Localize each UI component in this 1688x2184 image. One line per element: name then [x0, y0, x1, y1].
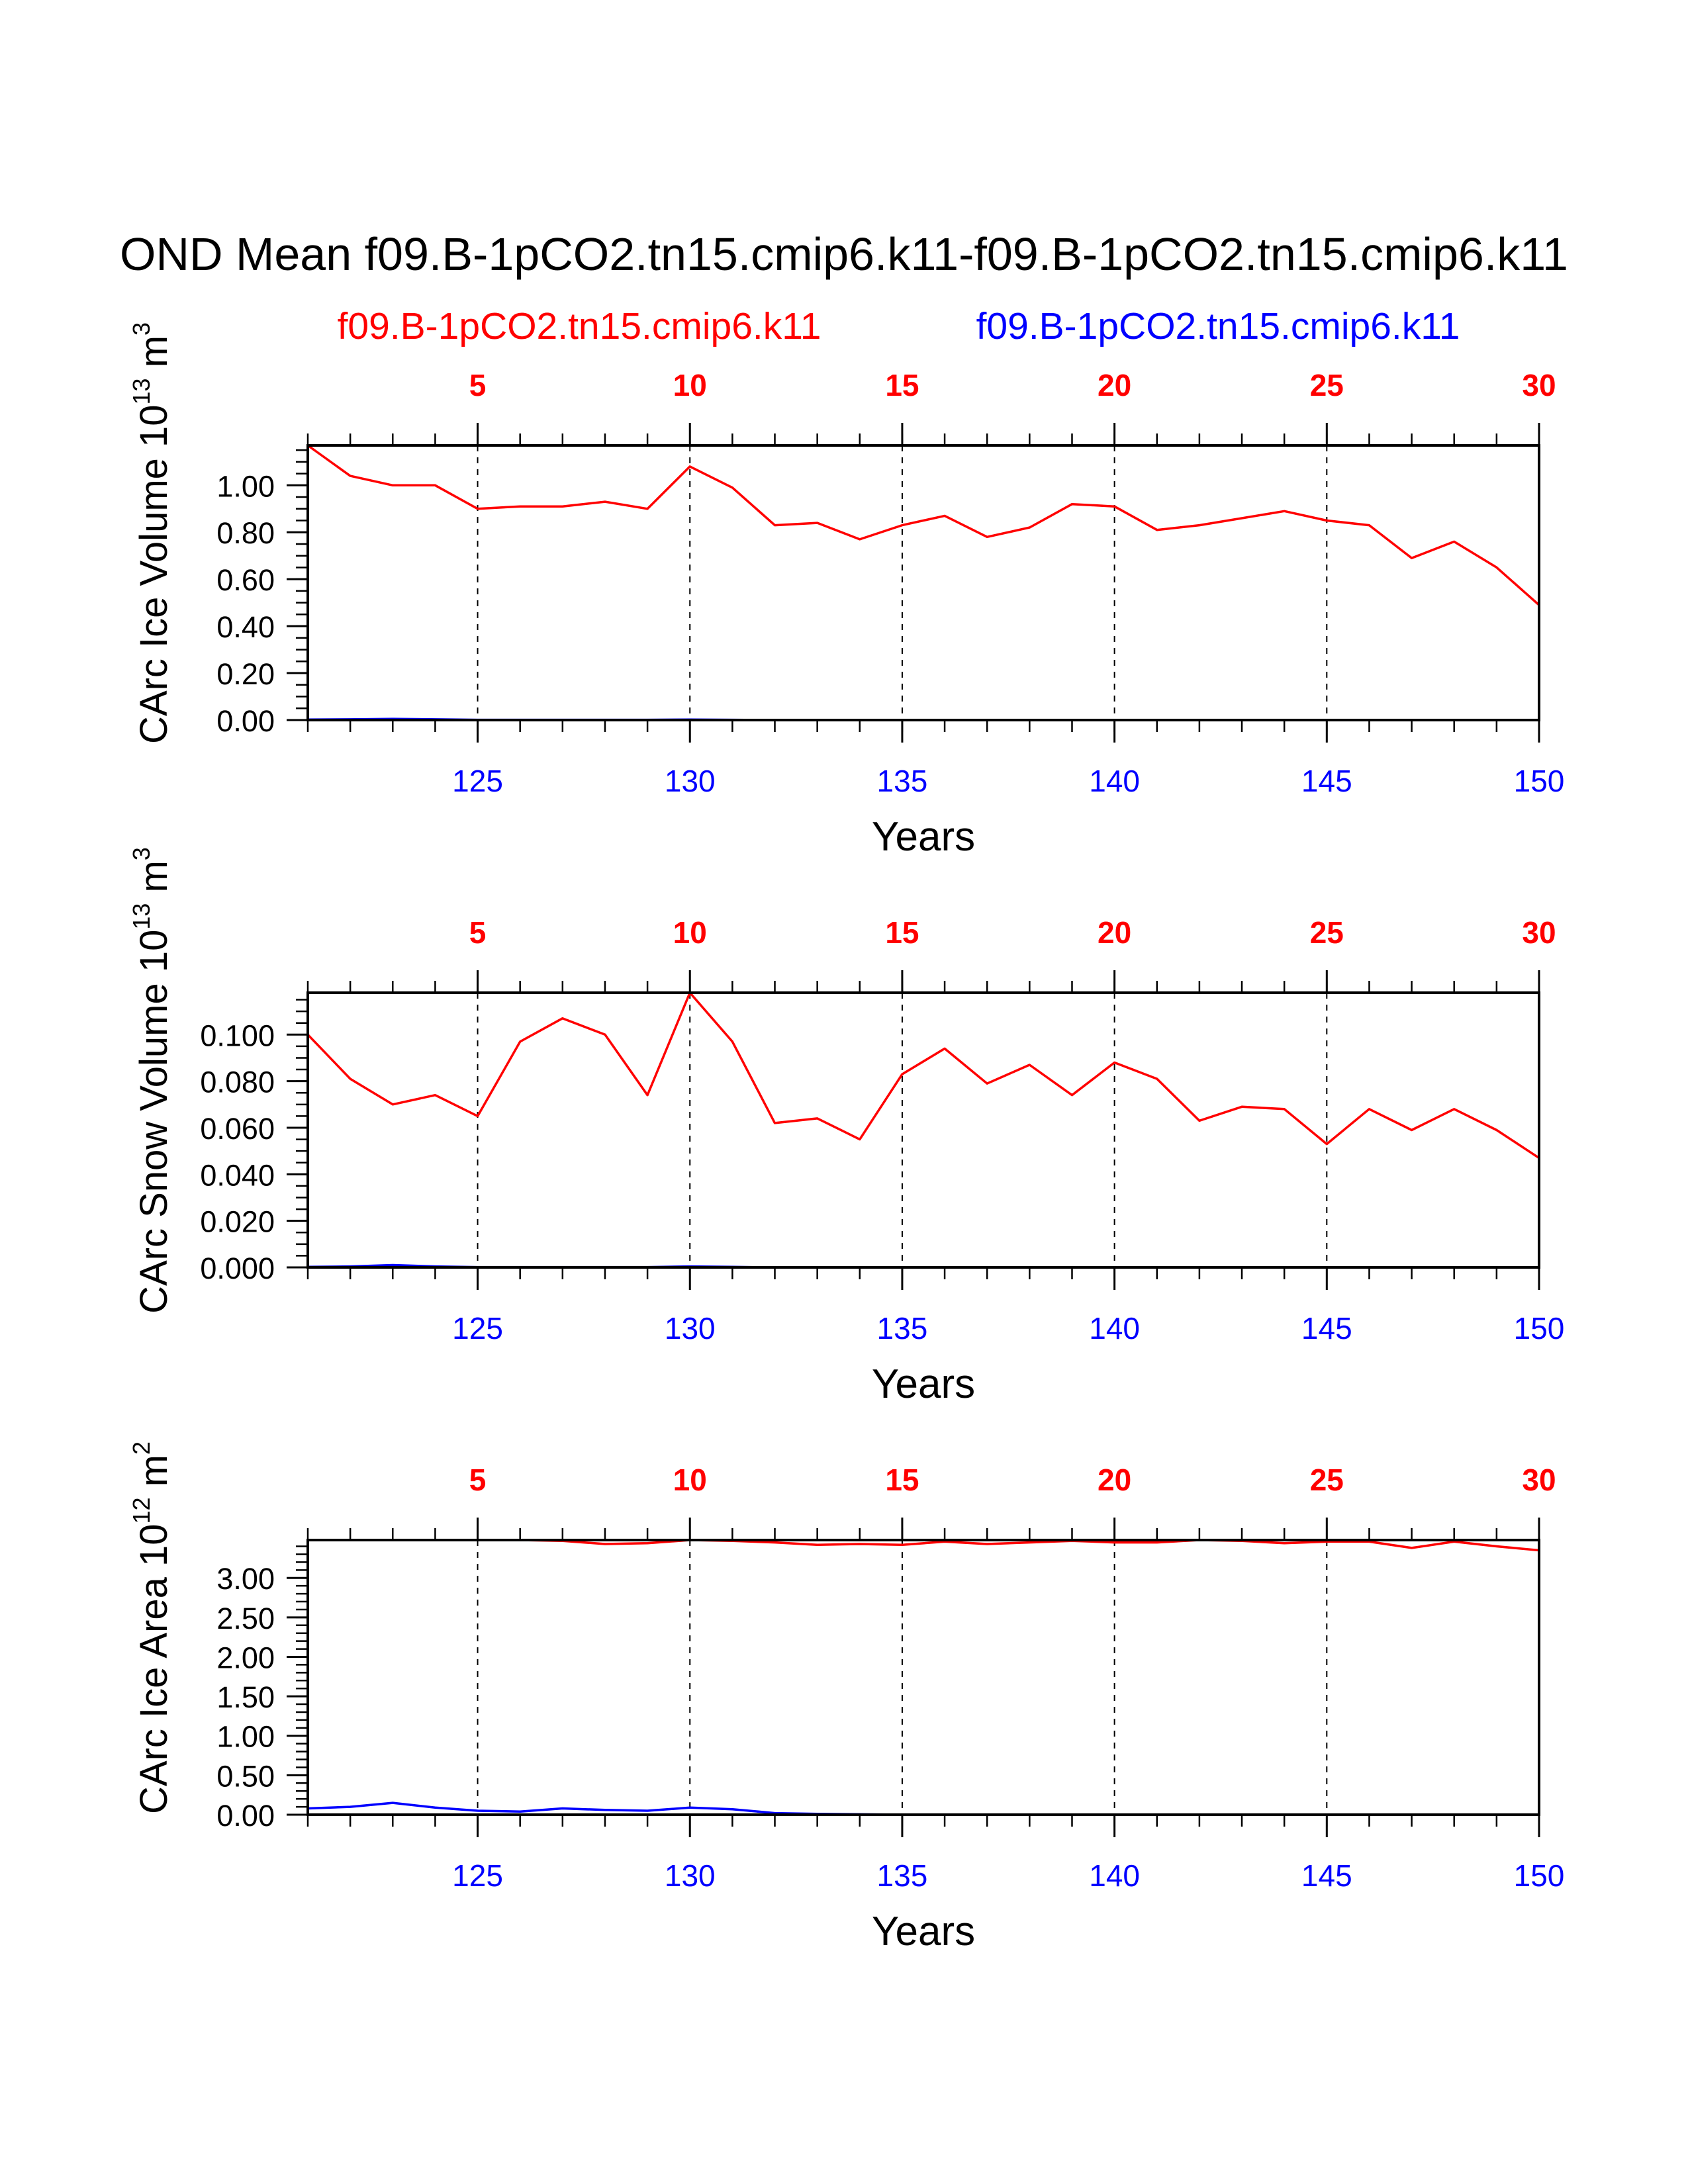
x-tick-label-bottom: 140	[1089, 1311, 1140, 1345]
x-tick-label-bottom: 125	[452, 1858, 503, 1893]
y-tick-label: 0.80	[216, 516, 275, 550]
legend-case2: f09.B-1pCO2.tn15.cmip6.k11	[976, 305, 1460, 347]
y-axis-title-ylabel-main: CArc Ice Volume 10	[132, 404, 175, 744]
y-tick-label: 0.000	[200, 1251, 275, 1285]
y-tick-label: 0.00	[216, 1799, 275, 1833]
x-tick-label-bottom: 140	[1089, 1858, 1140, 1893]
y-tick-label: 3.00	[216, 1562, 275, 1596]
y-axis-title-ylabel-unit-exp: 3	[128, 847, 155, 860]
plot-frame	[306, 444, 1540, 721]
y-axis-title-ylabel-exp: 12	[128, 1497, 155, 1524]
x-tick-label-top: 5	[469, 915, 487, 950]
x-tick-label-top: 10	[673, 915, 707, 950]
y-tick-label: 1.50	[216, 1680, 275, 1714]
y-axis-title-ylabel-main: CArc Snow Volume 10	[132, 930, 175, 1314]
y-axis-title: CArc Ice Volume 1013 m3	[128, 322, 175, 744]
x-tick-label-top: 25	[1310, 1463, 1344, 1497]
y-axis-title-ylabel-main: CArc Ice Area 10	[132, 1524, 175, 1814]
y-tick-label: 2.00	[216, 1641, 275, 1674]
y-tick-label: 0.00	[216, 704, 275, 738]
y-tick-label: 0.060	[200, 1112, 275, 1146]
y-tick-label: 0.50	[216, 1759, 275, 1793]
x-tick-label-bottom: 135	[877, 764, 928, 798]
x-tick-label-top: 5	[469, 1463, 487, 1497]
x-tick-label-top: 20	[1098, 1463, 1131, 1497]
series-line-red	[306, 444, 1540, 606]
x-tick-label-bottom: 145	[1301, 1311, 1352, 1345]
y-tick-label: 0.020	[200, 1205, 275, 1239]
plot-frame	[306, 991, 1540, 1269]
x-tick-label-top: 30	[1522, 368, 1556, 402]
y-tick-label: 0.60	[216, 563, 275, 597]
y-tick-label: 0.100	[200, 1019, 275, 1052]
x-tick-label-bottom: 125	[452, 764, 503, 798]
y-tick-label: 0.040	[200, 1158, 275, 1192]
y-tick-label: 0.080	[200, 1066, 275, 1099]
y-axis-title: CArc Snow Volume 1013 m3	[128, 847, 175, 1314]
y-axis-title-ylabel-unit-exp: 3	[128, 322, 155, 336]
plot-frame	[306, 1539, 1540, 1816]
x-tick-label-bottom: 130	[665, 764, 716, 798]
y-tick-label: 0.40	[216, 610, 275, 644]
series-line-red	[306, 991, 1540, 1160]
x-tick-label-top: 5	[469, 368, 487, 402]
y-axis-title: CArc Ice Area 1012 m2	[128, 1441, 175, 1814]
x-tick-label-top: 30	[1522, 915, 1556, 950]
x-tick-label-top: 25	[1310, 915, 1344, 950]
x-tick-label-top: 30	[1522, 1463, 1556, 1497]
x-tick-label-top: 15	[885, 1463, 919, 1497]
legend-case1: f09.B-1pCO2.tn15.cmip6.k11	[338, 305, 821, 347]
x-tick-label-bottom: 135	[877, 1311, 928, 1345]
y-axis-title-ylabel-exp: 13	[128, 903, 155, 930]
x-tick-label-top: 10	[673, 368, 707, 402]
x-axis-title: Years	[872, 814, 975, 860]
x-tick-label-bottom: 145	[1301, 764, 1352, 798]
y-axis-title-ylabel-unit: m	[132, 860, 175, 903]
x-axis-title: Years	[872, 1909, 975, 1954]
x-tick-label-bottom: 125	[452, 1311, 503, 1345]
series-line-red	[308, 1539, 1540, 1552]
x-tick-label-top: 20	[1098, 915, 1131, 950]
x-tick-label-bottom: 130	[665, 1858, 716, 1893]
x-tick-label-bottom: 145	[1301, 1858, 1352, 1893]
x-tick-label-top: 15	[885, 368, 919, 402]
x-tick-label-bottom: 140	[1089, 764, 1140, 798]
x-tick-label-top: 25	[1310, 368, 1344, 402]
series-line-blue	[307, 1801, 1539, 1816]
x-tick-label-top: 15	[885, 915, 919, 950]
x-tick-label-bottom: 150	[1514, 1311, 1565, 1345]
y-axis-title-ylabel-unit: m	[132, 1455, 175, 1497]
x-axis-title: Years	[872, 1361, 975, 1407]
y-axis-title-ylabel-unit: m	[132, 336, 175, 378]
x-tick-label-top: 20	[1098, 368, 1131, 402]
y-axis-title-ylabel-exp: 13	[128, 378, 155, 404]
y-tick-label: 0.20	[216, 657, 275, 691]
y-tick-label: 1.00	[216, 1720, 275, 1754]
y-axis-title-ylabel-unit-exp: 2	[128, 1441, 155, 1455]
y-tick-label: 2.50	[216, 1602, 275, 1635]
x-tick-label-bottom: 150	[1514, 764, 1565, 798]
x-tick-label-bottom: 130	[665, 1311, 716, 1345]
x-tick-label-top: 10	[673, 1463, 707, 1497]
x-tick-label-bottom: 135	[877, 1858, 928, 1893]
figure-title: OND Mean f09.B-1pCO2.tn15.cmip6.k11-f09.…	[120, 228, 1568, 280]
y-tick-label: 1.00	[216, 469, 275, 503]
x-tick-label-bottom: 150	[1514, 1858, 1565, 1893]
